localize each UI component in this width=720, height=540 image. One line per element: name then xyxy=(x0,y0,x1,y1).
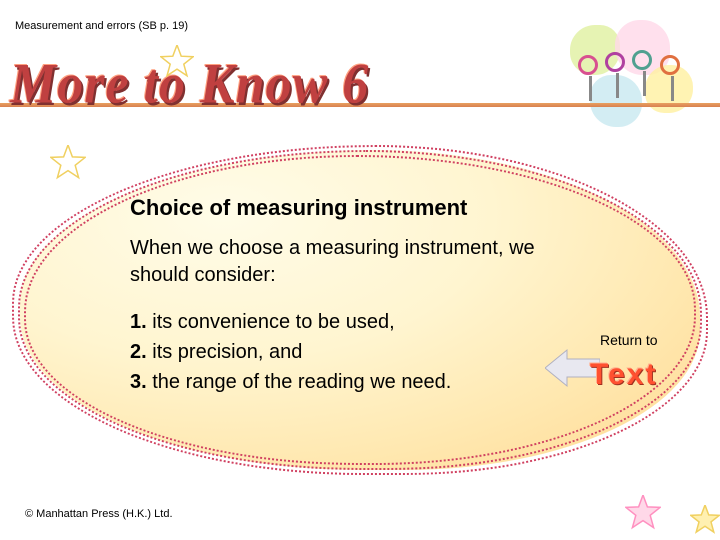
return-label: Return to xyxy=(600,332,658,348)
return-target: Text xyxy=(590,358,657,392)
content-list: 1. its convenience to be used,2. its pre… xyxy=(130,307,550,397)
list-item: 1. its convenience to be used, xyxy=(130,307,550,337)
copyright: © Manhattan Press (H.K.) Ltd. xyxy=(25,508,173,520)
content-block: Choice of measuring instrument When we c… xyxy=(130,195,550,397)
list-item: 2. its precision, and xyxy=(130,337,550,367)
content-intro: When we choose a measuring instrument, w… xyxy=(130,235,550,289)
star-icon xyxy=(50,145,86,181)
breadcrumb: Measurement and errors (SB p. 19) xyxy=(15,20,188,32)
content-heading: Choice of measuring instrument xyxy=(130,195,550,221)
decoration-splats xyxy=(560,20,700,150)
star-icon xyxy=(160,45,194,79)
star-icon xyxy=(690,505,720,535)
star-icon xyxy=(625,495,661,531)
list-item: 3. the range of the reading we need. xyxy=(130,367,550,397)
return-link[interactable]: Return to Text xyxy=(560,330,690,410)
